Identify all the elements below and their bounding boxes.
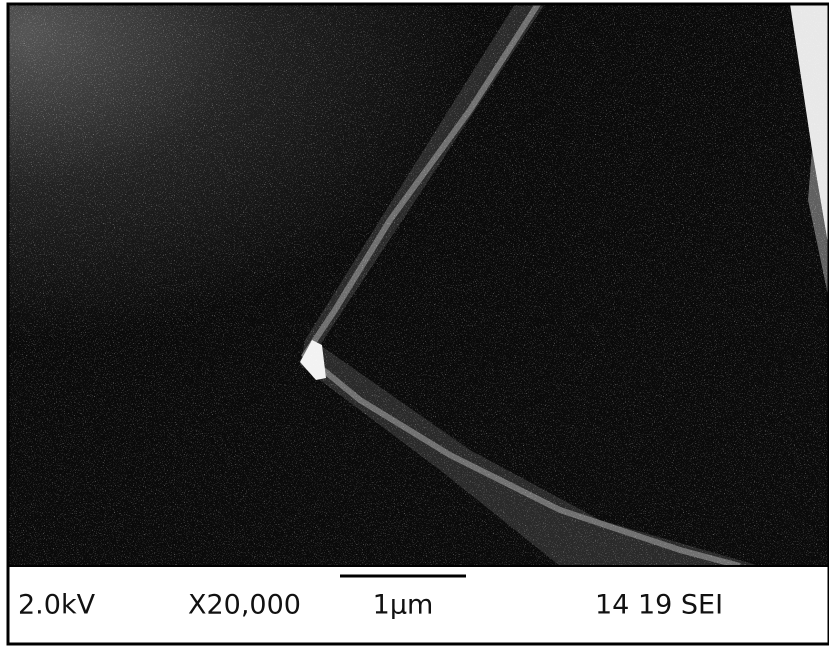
magnification: X20,000 [188, 590, 301, 621]
image-label: 14 19 SEI [595, 590, 723, 621]
frame-border [6, 2, 829, 646]
voltage: 2.0kV [18, 590, 96, 621]
scale-label: 1µm [373, 590, 434, 621]
noise [8, 4, 829, 566]
image-area [8, 4, 829, 566]
